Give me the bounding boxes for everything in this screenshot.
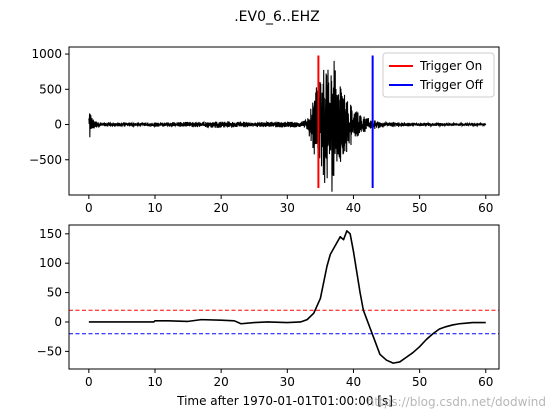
y-tick-label: 50 xyxy=(47,286,62,300)
legend-entry-label: Trigger Off xyxy=(419,78,484,92)
x-tick-label: 20 xyxy=(214,201,229,215)
y-tick-label: 1000 xyxy=(31,47,62,61)
y-tick-label: −500 xyxy=(29,153,62,167)
characteristic-function-line xyxy=(88,230,486,364)
seismic-trace-line xyxy=(88,60,487,192)
x-tick-label: 20 xyxy=(214,375,229,389)
x-tick-label: 0 xyxy=(85,375,93,389)
y-tick-label: 0 xyxy=(54,315,62,329)
x-tick-label: 50 xyxy=(412,201,427,215)
figure-title: .EV0_6..EHZ xyxy=(234,9,320,25)
x-axis-label: Time after 1970-01-01T01:00:00 [s] xyxy=(176,394,393,408)
x-tick-label: 60 xyxy=(478,375,493,389)
y-tick-label: 0 xyxy=(54,118,62,132)
x-tick-label: 50 xyxy=(412,375,427,389)
x-tick-label: 60 xyxy=(478,201,493,215)
x-tick-label: 40 xyxy=(346,375,361,389)
x-tick-label: 0 xyxy=(85,201,93,215)
plot-area xyxy=(69,230,499,364)
legend: Trigger On Trigger Off xyxy=(382,52,495,98)
x-tick-label: 10 xyxy=(147,375,162,389)
plot-area xyxy=(88,55,487,192)
axes-frame xyxy=(68,224,500,370)
x-tick-label: 30 xyxy=(280,201,295,215)
y-tick-label: −50 xyxy=(37,344,62,358)
y-tick-label: 150 xyxy=(39,227,62,241)
watermark-text: https://blog.csdn.net/dodwind xyxy=(366,395,546,409)
y-tick-label: 100 xyxy=(39,256,62,270)
characteristic-function-panel: 0 10 20 30 40 50 60 −50 0 50 100 150 xyxy=(37,224,500,389)
x-tick-label: 30 xyxy=(280,375,295,389)
legend-entry-label: Trigger On xyxy=(419,59,482,73)
y-tick-label: 500 xyxy=(39,82,62,96)
axes-frame xyxy=(68,46,500,196)
x-tick-label: 40 xyxy=(346,201,361,215)
x-tick-label: 10 xyxy=(147,201,162,215)
